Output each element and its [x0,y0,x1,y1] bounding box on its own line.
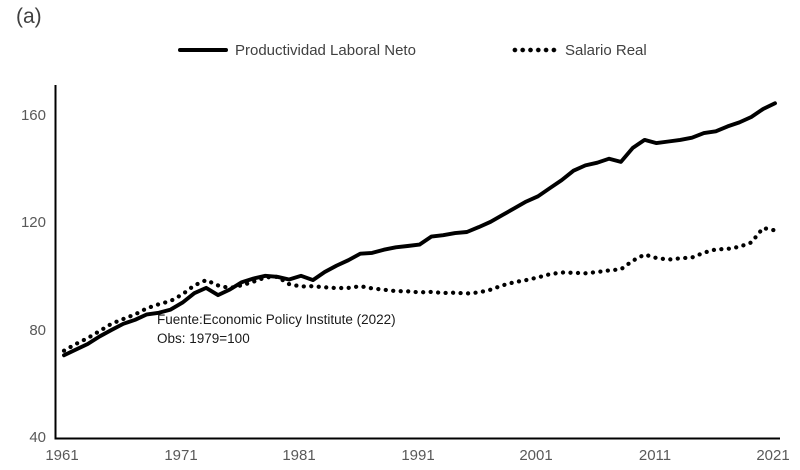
x-tick-label: 2011 [638,447,672,464]
x-tick-label: 1971 [164,447,198,464]
x-tick-label: 1981 [282,447,316,464]
legend-item-productividad: Productividad Laboral Neto [178,41,416,59]
series-salario-real [61,225,778,353]
legend-item-salario-real: Salario Real [511,41,647,59]
x-tick-label: 1961 [45,447,79,464]
panel-label: (a) [16,5,42,28]
y-tick-label: 120 [20,214,46,231]
legend-label-productividad: Productividad Laboral Neto [235,41,416,59]
annotation-obs: Obs: 1979=100 [157,331,250,346]
source-annotation: Fuente:Economic Policy Institute (2022) … [157,310,396,348]
y-tick-label: 160 [20,107,46,124]
legend-label-salario-real: Salario Real [565,41,647,59]
x-tick-label: 2001 [519,447,553,464]
y-tick-label: 40 [29,429,46,446]
x-tick-label: 2021 [756,447,790,464]
solid-line-sample-icon [178,48,228,52]
dotted-line-sample-icon [511,47,558,53]
x-tick-label: 1991 [401,447,435,464]
series-productividad [62,101,777,358]
y-tick-label: 80 [29,322,46,339]
annotation-fuente: Fuente:Economic Policy Institute (2022) [157,312,396,327]
